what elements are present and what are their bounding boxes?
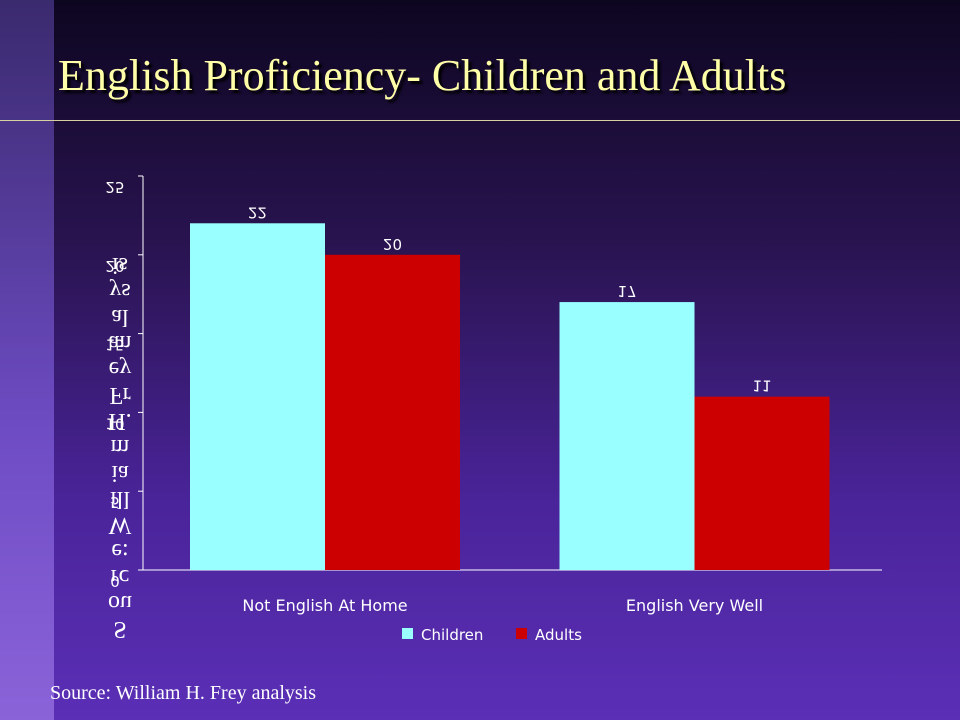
bar xyxy=(190,223,325,570)
data-label: 11 xyxy=(752,377,771,395)
y-tick-label: 20 xyxy=(105,257,124,275)
x-category-label: Not English At Home xyxy=(242,596,407,615)
bar xyxy=(694,396,830,570)
slide-title: English Proficiency- Children and Adults xyxy=(58,51,787,100)
bar xyxy=(559,302,695,570)
source-note: Source: William H. Frey analysis xyxy=(50,682,317,704)
bar xyxy=(325,254,460,571)
legend-label: Adults xyxy=(535,626,582,644)
legend-label: Children xyxy=(421,626,483,644)
y-tick-label: 0 xyxy=(110,572,120,590)
title-divider xyxy=(0,120,960,121)
legend-swatch xyxy=(402,628,413,639)
data-label: 22 xyxy=(248,203,267,221)
y-tick-label: 5 xyxy=(110,493,120,511)
y-tick-label: 10 xyxy=(105,414,124,432)
legend-swatch xyxy=(516,628,527,639)
y-tick-label: 15 xyxy=(105,336,124,354)
data-label: 20 xyxy=(383,235,402,253)
x-category-label: English Very Well xyxy=(626,596,763,615)
y-tick-label: 25 xyxy=(105,178,124,196)
data-label: 17 xyxy=(617,282,636,300)
